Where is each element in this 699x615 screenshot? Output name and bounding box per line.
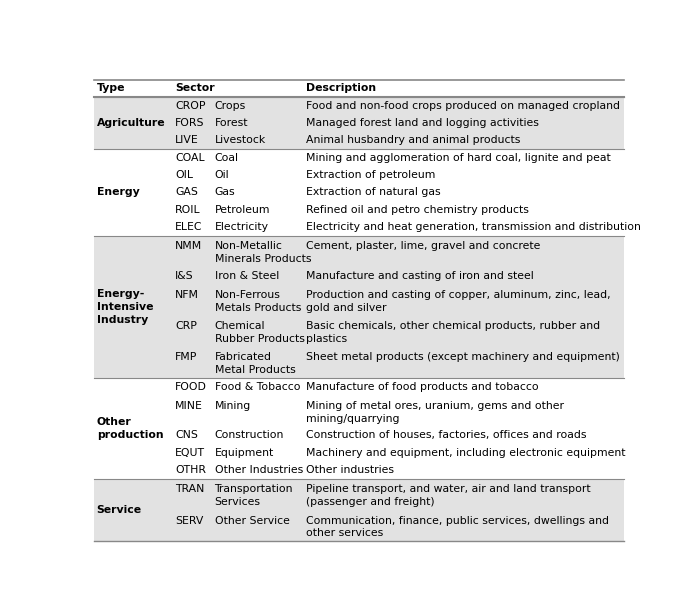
Bar — [94, 461, 624, 478]
Text: OIL: OIL — [175, 170, 193, 180]
Text: Extraction of petroleum: Extraction of petroleum — [306, 170, 435, 180]
Text: Food & Tobacco: Food & Tobacco — [215, 382, 300, 392]
Text: Fabricated
Metal Products: Fabricated Metal Products — [215, 352, 295, 375]
Text: Communication, finance, public services, dwellings and
other services: Communication, finance, public services,… — [306, 515, 610, 538]
Text: Refined oil and petro chemistry products: Refined oil and petro chemistry products — [306, 205, 529, 215]
Text: GAS: GAS — [175, 187, 198, 197]
Text: Energy-
Intensive
Industry: Energy- Intensive Industry — [96, 288, 153, 325]
Bar — [94, 149, 624, 166]
Bar — [94, 395, 624, 427]
Text: Iron & Steel: Iron & Steel — [215, 271, 279, 280]
Text: Non-Ferrous
Metals Products: Non-Ferrous Metals Products — [215, 290, 301, 312]
Bar — [94, 218, 624, 236]
Text: Type: Type — [96, 84, 125, 93]
Text: MINE: MINE — [175, 401, 203, 411]
Text: Non-Metallic
Minerals Products: Non-Metallic Minerals Products — [215, 241, 311, 264]
Bar — [94, 267, 624, 284]
Text: Energy: Energy — [96, 187, 139, 197]
Text: Manufacture of food products and tobacco: Manufacture of food products and tobacco — [306, 382, 539, 392]
Text: FORS: FORS — [175, 118, 205, 128]
Bar — [94, 80, 624, 97]
Text: CNS: CNS — [175, 430, 198, 440]
Text: Cement, plaster, lime, gravel and concrete: Cement, plaster, lime, gravel and concre… — [306, 241, 541, 251]
Text: Other
production: Other production — [96, 417, 164, 440]
Text: FOOD: FOOD — [175, 382, 207, 392]
Text: LIVE: LIVE — [175, 135, 199, 145]
Bar — [94, 284, 624, 315]
Text: Mining: Mining — [215, 401, 251, 411]
Text: CROP: CROP — [175, 101, 206, 111]
Text: Mining of metal ores, uranium, gems and other
mining/quarrying: Mining of metal ores, uranium, gems and … — [306, 401, 564, 424]
Text: NMM: NMM — [175, 241, 203, 251]
Bar — [94, 236, 624, 267]
Text: Managed forest land and logging activities: Managed forest land and logging activiti… — [306, 118, 539, 128]
Text: NFM: NFM — [175, 290, 199, 300]
Text: ELEC: ELEC — [175, 222, 203, 232]
Bar — [94, 315, 624, 347]
Text: Agriculture: Agriculture — [96, 118, 165, 128]
Text: ROIL: ROIL — [175, 205, 201, 215]
Text: Oil: Oil — [215, 170, 229, 180]
Text: Gas: Gas — [215, 187, 235, 197]
Bar — [94, 427, 624, 444]
Text: Transportation
Services: Transportation Services — [215, 484, 293, 507]
Bar — [94, 444, 624, 461]
Text: Service: Service — [96, 505, 142, 515]
Bar — [94, 378, 624, 395]
Text: Livestock: Livestock — [215, 135, 266, 145]
Text: Manufacture and casting of iron and steel: Manufacture and casting of iron and stee… — [306, 271, 534, 280]
Text: EQUT: EQUT — [175, 448, 206, 458]
Text: Electricity and heat generation, transmission and distribution: Electricity and heat generation, transmi… — [306, 222, 641, 232]
Bar — [94, 510, 624, 541]
Text: Forest: Forest — [215, 118, 248, 128]
Text: Petroleum: Petroleum — [215, 205, 270, 215]
Text: Pipeline transport, and water, air and land transport
(passenger and freight): Pipeline transport, and water, air and l… — [306, 484, 591, 507]
Text: OTHR: OTHR — [175, 465, 206, 475]
Bar — [94, 478, 624, 510]
Bar — [94, 201, 624, 218]
Text: Coal: Coal — [215, 153, 238, 162]
Text: Animal husbandry and animal products: Animal husbandry and animal products — [306, 135, 521, 145]
Text: Equipment: Equipment — [215, 448, 274, 458]
Text: Machinery and equipment, including electronic equipment: Machinery and equipment, including elect… — [306, 448, 626, 458]
Bar — [94, 347, 624, 378]
Text: Production and casting of copper, aluminum, zinc, lead,
gold and silver: Production and casting of copper, alumin… — [306, 290, 611, 312]
Bar — [94, 114, 624, 132]
Text: I&S: I&S — [175, 271, 194, 280]
Text: Mining and agglomeration of hard coal, lignite and peat: Mining and agglomeration of hard coal, l… — [306, 153, 611, 162]
Bar — [94, 97, 624, 114]
Text: Chemical
Rubber Products: Chemical Rubber Products — [215, 321, 304, 344]
Text: Other industries: Other industries — [306, 465, 394, 475]
Text: Other Industries: Other Industries — [215, 465, 303, 475]
Text: Sector: Sector — [175, 84, 215, 93]
Text: Crops: Crops — [215, 101, 246, 111]
Bar — [94, 166, 624, 183]
Text: Extraction of natural gas: Extraction of natural gas — [306, 187, 441, 197]
Text: Other Service: Other Service — [215, 515, 289, 526]
Text: COAL: COAL — [175, 153, 205, 162]
Text: TRAN: TRAN — [175, 484, 205, 494]
Text: Description: Description — [306, 84, 377, 93]
Text: FMP: FMP — [175, 352, 198, 362]
Text: Electricity: Electricity — [215, 222, 268, 232]
Text: SERV: SERV — [175, 515, 203, 526]
Text: Sheet metal products (except machinery and equipment): Sheet metal products (except machinery a… — [306, 352, 620, 362]
Text: CRP: CRP — [175, 321, 197, 331]
Text: Construction: Construction — [215, 430, 284, 440]
Text: Basic chemicals, other chemical products, rubber and
plastics: Basic chemicals, other chemical products… — [306, 321, 600, 344]
Bar — [94, 132, 624, 149]
Text: Construction of houses, factories, offices and roads: Construction of houses, factories, offic… — [306, 430, 587, 440]
Bar — [94, 183, 624, 201]
Text: Food and non-food crops produced on managed cropland: Food and non-food crops produced on mana… — [306, 101, 621, 111]
